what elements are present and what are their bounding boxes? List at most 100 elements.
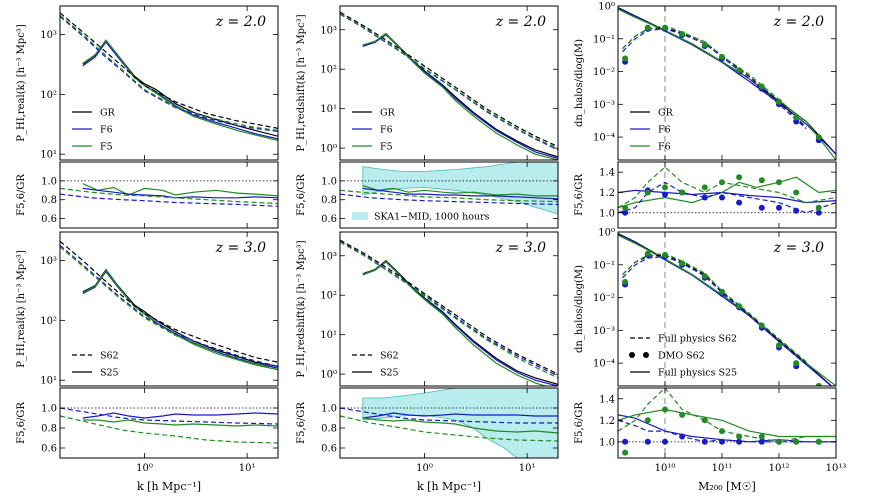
panel-frame [59,387,279,459]
data-point [758,83,765,90]
series-line-3 [60,12,278,129]
data-point [736,67,743,74]
data-point [793,189,800,196]
y-tick-label: 1.0 [599,437,615,448]
series-line-0 [362,259,558,385]
y-axis-label: F5,6/GR [574,402,585,444]
series-line-1 [362,33,558,159]
ska-error-band [362,388,558,458]
data-point [719,179,725,186]
x-axis-label: M₂₀₀ [M☉] [698,480,756,493]
data-point [719,194,725,201]
x-tick-label: 10¹ [239,463,256,474]
x-tick-label: 10¹ [519,463,536,474]
legend-label: GR [100,108,116,119]
redshift-label: z = 3.0 [495,240,546,256]
data-point [736,303,743,310]
data-point [758,438,765,445]
y-tick-label: 10³ [320,25,337,36]
data-point [815,438,822,445]
series-line-3 [618,388,836,443]
y-tick-label: 1.0 [321,404,337,415]
data-point [644,417,651,424]
panel-frame [617,231,837,387]
legend-label: F6 [658,125,671,136]
data-point [758,433,765,440]
legend-label: S62 [380,351,399,362]
legend-marker [629,352,635,358]
y-tick-label: 10¹ [40,376,57,387]
plot-area [60,180,278,207]
y-tick-label: 1.2 [599,188,615,199]
series-line-4 [622,255,807,366]
panel-frame [617,5,837,161]
data-point [793,114,800,121]
series-line-1 [362,187,558,200]
chart-column-col2: 10⁰ 10¹ 10² 10³ P_HI,redshift(k) [h⁻³ Mpc³] z… [296,5,559,493]
y-tick-label: 10¹ [320,330,337,341]
series-line-4 [340,240,558,377]
series-line-2 [82,39,278,141]
data-point [701,273,708,280]
panel-col2-ratio1: 0.6 0.8 1.0 F5,6/GR SKA1−MID, 1000 hours [296,161,559,229]
panel-col1-ratio1: 0.6 0.8 1.0 F5,6/GR [16,161,279,229]
y-tick-label: 10¹ [40,150,57,161]
data-point [644,24,651,31]
series-line-5 [60,14,278,131]
series-line-2 [340,193,558,205]
panel-frame [339,5,559,161]
y-tick-label: 10⁻³ [593,326,615,337]
data-point [736,433,743,440]
data-point [758,322,765,329]
panel-frame [617,161,837,229]
legend-label: Full physics S62 [658,334,737,345]
data-point [662,191,668,198]
series-line-0 [362,185,558,197]
legend-marker [643,352,649,358]
legend-label: DMO S62 [658,351,705,362]
series-line-0 [618,414,836,443]
series-line-1 [618,176,836,209]
y-tick-label: 0.8 [41,424,57,435]
legend-label: Full physics S25 [658,368,737,379]
y-tick-label: 1.4 [599,168,615,179]
panel-col1-bottom: 10¹ 10² 10³ P_HI,real(k) [h⁻³ Mpc³] z = 3.0 S… [16,231,279,387]
legend-label: S62 [100,351,119,362]
y-axis-label: F5,6/GR [574,174,585,216]
y-axis-label: F5,6/GR [296,402,307,444]
x-tick-label: 10⁰ [416,463,433,474]
redshift-label: z = 3.0 [215,240,266,256]
panel-col3-ratio2: 1.0 1.2 1.4 F5,6/GR 10¹⁰ 10¹¹ 10¹² 10¹³ [574,387,846,474]
panel-frame [339,231,559,387]
panel-frame [339,161,559,229]
chart-column-col1: 10¹ 10² 10³ P_HI,real(k) [h⁻³ Mpc³] z = 2.0 G… [16,5,279,493]
series-line-0 [82,39,278,137]
y-tick-label: 10² [40,90,57,101]
panel-col2-bottom: 10⁰ 10¹ 10² 10³ P_HI,redshift(k) [h⁻³ Mpc³] z… [296,231,559,387]
data-point [776,98,782,105]
panel-col1-ratio2: 0.6 0.8 1.0 F5,6/GR 10⁰ 10¹ [16,387,279,474]
y-tick-label: 10³ [40,256,57,267]
series-line-0 [82,412,278,419]
y-tick-label: 1.4 [599,394,615,405]
y-axis-label: F5,6/GR [16,174,27,216]
series-line-4 [622,28,807,130]
y-tick-label: 0.6 [41,214,57,225]
y-axis-label: F5,6/GR [16,402,27,444]
legend-label: SKA1−MID, 1000 hours [374,212,490,223]
data-point [679,411,686,418]
y-tick-label: 10² [40,316,57,327]
data-point [701,438,708,445]
data-point [719,428,725,435]
panel-col3-top: 10⁻⁴ 10⁻³ 10⁻² 10⁻¹ 10⁰ dn_halos/dlog(M) z = 2… [574,2,837,161]
data-point [736,438,743,445]
panel-col1-top: 10¹ 10² 10³ P_HI,real(k) [h⁻³ Mpc³] z = 2.0 G… [16,5,279,161]
data-point [776,179,782,186]
data-point [701,194,708,201]
y-tick-label: 0.8 [321,424,337,435]
y-tick-label: 10⁰ [598,228,615,239]
y-tick-label: 10³ [40,30,57,41]
y-tick-label: 10⁻³ [593,100,615,111]
data-point [719,288,725,295]
